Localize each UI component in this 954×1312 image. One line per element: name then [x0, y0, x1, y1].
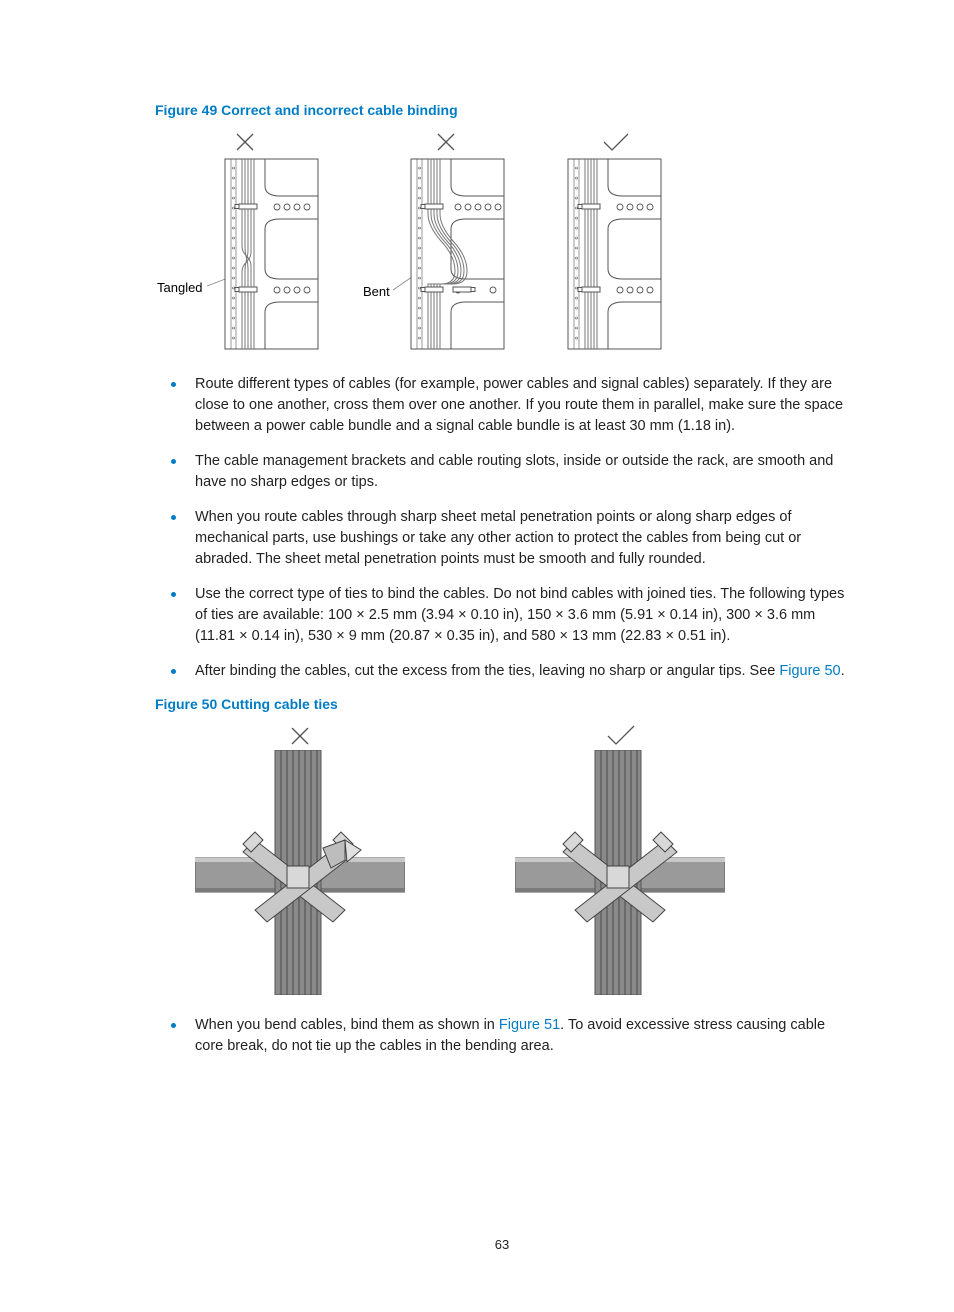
text: When you bend cables, bind them as shown… [195, 1017, 499, 1033]
cable-tie-wrong-svg [195, 750, 405, 995]
figure-51-link[interactable]: Figure 51 [499, 1017, 560, 1033]
check-icon [600, 722, 640, 750]
document-page: Figure 49 Correct and incorrect cable bi… [0, 0, 954, 1312]
list-item: After binding the cables, cut the excess… [155, 661, 849, 682]
rack-tangled-svg: Tangled [155, 156, 335, 356]
text: . [841, 663, 845, 679]
list-item: Use the correct type of ties to bind the… [155, 584, 849, 647]
bullet-list-top: Route different types of cables (for exa… [155, 374, 849, 682]
cross-icon [227, 130, 263, 154]
bullet-list-bottom: When you bend cables, bind them as shown… [155, 1015, 849, 1057]
cross-icon [282, 722, 318, 750]
list-item: When you route cables through sharp shee… [155, 507, 849, 570]
list-item: The cable management brackets and cable … [155, 451, 849, 493]
rack-correct-svg [556, 156, 676, 356]
label-bent: Bent [363, 284, 390, 299]
figure-49-caption: Figure 49 Correct and incorrect cable bi… [155, 102, 849, 118]
figure-50-link[interactable]: Figure 50 [779, 663, 840, 679]
figure-50-caption: Figure 50 Cutting cable ties [155, 696, 849, 712]
figure-49: Tangled [155, 128, 849, 356]
figure-49-panel-tangled: Tangled [155, 128, 335, 356]
figure-50-panel-wrong [195, 722, 405, 995]
check-icon [596, 130, 636, 154]
figure-50-panel-correct [515, 722, 725, 995]
figure-50 [155, 722, 849, 995]
cable-tie-correct-svg [515, 750, 725, 995]
figure-49-panel-correct [556, 128, 676, 356]
label-tangled: Tangled [157, 280, 203, 295]
text: After binding the cables, cut the excess… [195, 663, 779, 679]
rack-bent-svg: Bent [363, 156, 528, 356]
cross-icon [428, 130, 464, 154]
list-item: Route different types of cables (for exa… [155, 374, 849, 437]
list-item: When you bend cables, bind them as shown… [155, 1015, 849, 1057]
figure-49-panel-bent: Bent [363, 128, 528, 356]
page-number: 63 [155, 1237, 849, 1252]
